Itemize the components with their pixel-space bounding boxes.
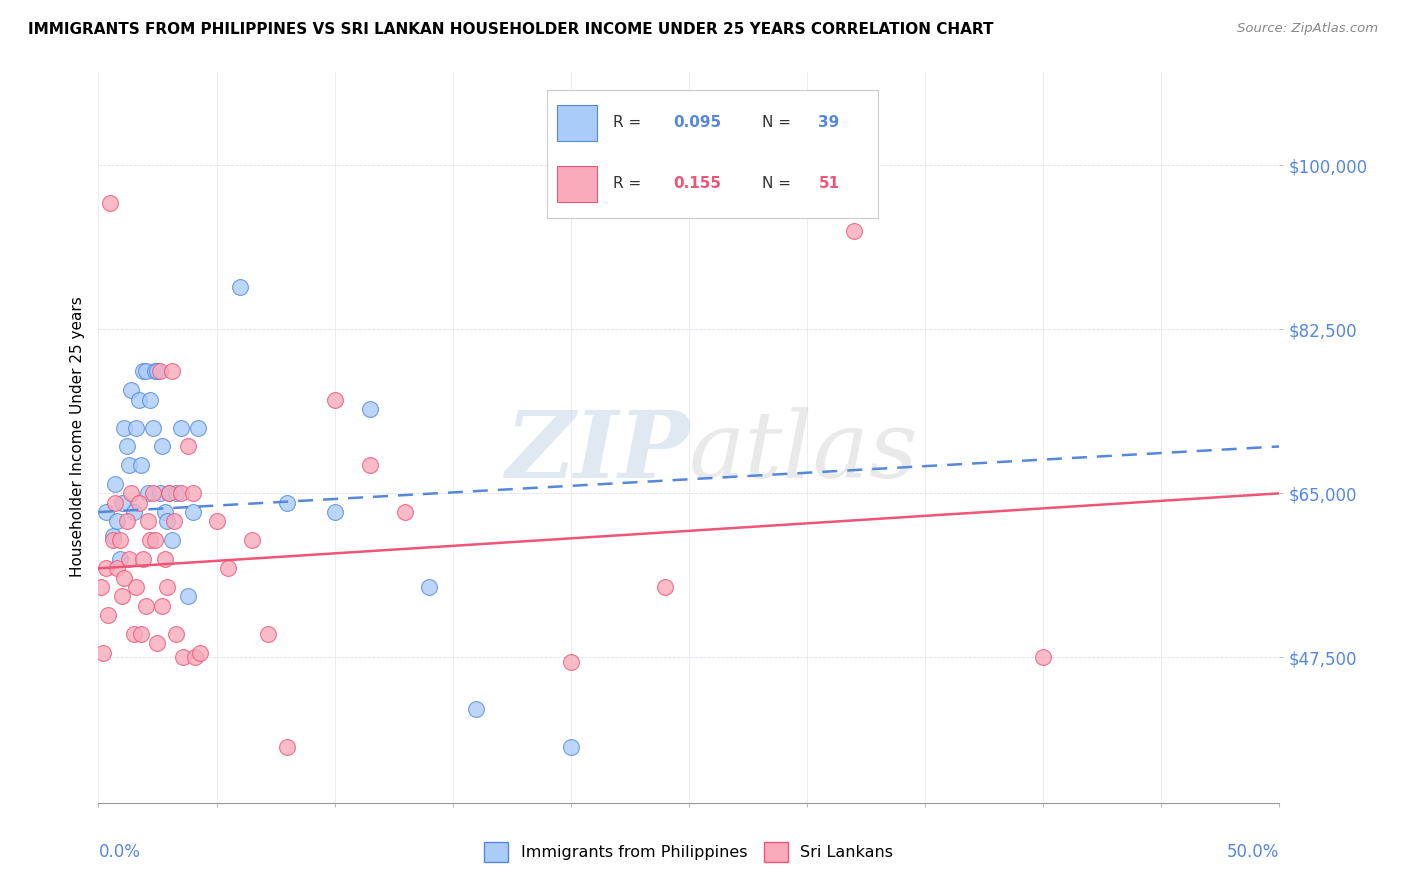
Point (276, 496, 298, 510)
Point (177, 590, 200, 604)
Text: 50.0%: 50.0% (1227, 843, 1279, 861)
Point (129, 627, 152, 641)
Point (125, 580, 148, 594)
Point (108, 552, 131, 566)
Point (142, 420, 165, 434)
Point (105, 515, 128, 529)
Point (104, 477, 127, 491)
Point (157, 486, 180, 500)
Point (115, 440, 138, 454)
Point (139, 533, 162, 548)
Point (146, 364, 169, 378)
Point (160, 533, 183, 548)
Point (149, 364, 172, 378)
Point (118, 458, 141, 473)
Point (149, 486, 172, 500)
Point (1032, 650, 1054, 665)
Point (139, 392, 162, 407)
Point (135, 599, 157, 613)
Point (112, 571, 135, 585)
Point (98, 195, 121, 210)
Point (172, 650, 194, 665)
Point (135, 364, 157, 378)
Point (90, 580, 112, 594)
Point (115, 515, 138, 529)
Point (136, 515, 159, 529)
Point (160, 364, 183, 378)
Point (104, 496, 127, 510)
Point (418, 580, 440, 594)
Point (132, 364, 155, 378)
Point (323, 392, 346, 407)
Point (217, 561, 239, 575)
Point (91, 646, 114, 660)
Point (143, 364, 166, 378)
Point (142, 486, 165, 500)
Point (170, 486, 193, 500)
Point (165, 486, 187, 500)
Point (128, 392, 150, 407)
Text: IMMIGRANTS FROM PHILIPPINES VS SRI LANKAN HOUSEHOLDER INCOME UNDER 25 YEARS CORR: IMMIGRANTS FROM PHILIPPINES VS SRI LANKA… (28, 22, 994, 37)
Point (153, 552, 176, 566)
Point (844, 224, 866, 238)
Point (240, 533, 263, 548)
Point (122, 627, 145, 641)
Point (125, 420, 148, 434)
Point (150, 599, 173, 613)
Point (132, 552, 155, 566)
Point (323, 505, 346, 519)
Point (94, 505, 117, 519)
Point (121, 486, 143, 500)
Point (118, 552, 141, 566)
Point (394, 505, 416, 519)
Point (465, 702, 488, 716)
Point (177, 440, 200, 454)
Point (146, 636, 169, 650)
Point (111, 496, 134, 510)
Point (111, 590, 134, 604)
Point (156, 515, 179, 529)
Point (101, 533, 124, 548)
Point (150, 440, 173, 454)
Point (143, 533, 166, 548)
Point (112, 420, 135, 434)
Point (108, 533, 131, 548)
Point (129, 458, 152, 473)
Point (654, 580, 676, 594)
Point (359, 458, 381, 473)
Point (181, 486, 204, 500)
Point (94, 561, 117, 575)
Point (560, 739, 582, 754)
Point (170, 420, 193, 434)
Point (205, 515, 228, 529)
Point (136, 486, 159, 500)
Point (101, 528, 124, 542)
Point (122, 505, 145, 519)
Point (157, 486, 180, 500)
Point (105, 561, 128, 575)
Point (188, 646, 211, 660)
Text: 0.0%: 0.0% (98, 843, 141, 861)
Point (156, 580, 179, 594)
Point (229, 280, 252, 294)
Point (163, 515, 186, 529)
Point (184, 650, 207, 665)
Legend: Immigrants from Philippines, Sri Lankans: Immigrants from Philippines, Sri Lankans (478, 836, 900, 868)
Text: ZIP: ZIP (505, 407, 689, 497)
Point (181, 505, 204, 519)
Point (276, 739, 298, 754)
Point (187, 420, 209, 434)
Point (153, 505, 176, 519)
Point (257, 627, 280, 641)
Text: atlas: atlas (689, 407, 918, 497)
Point (560, 655, 582, 669)
Point (165, 627, 187, 641)
Point (128, 496, 150, 510)
Text: Source: ZipAtlas.com: Source: ZipAtlas.com (1237, 22, 1378, 36)
Point (97, 608, 120, 623)
Y-axis label: Householder Income Under 25 years: Householder Income Under 25 years (69, 297, 84, 577)
Point (359, 401, 381, 416)
Point (121, 383, 143, 397)
